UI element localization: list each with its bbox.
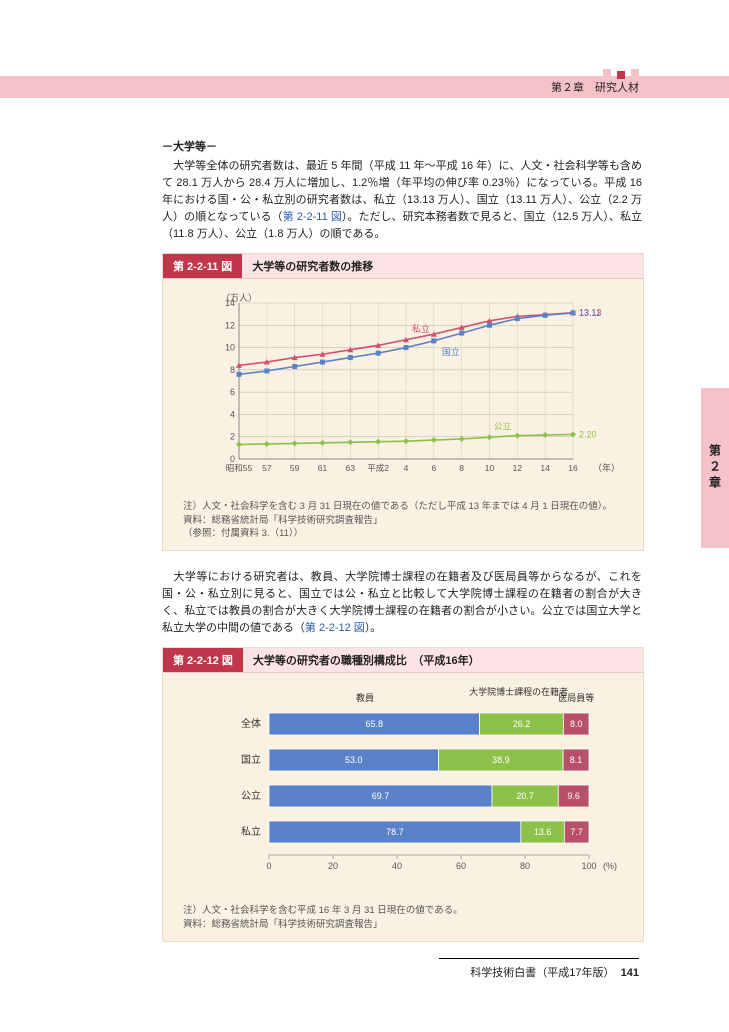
svg-text:100: 100 bbox=[581, 861, 596, 871]
svg-text:2.20: 2.20 bbox=[579, 430, 597, 440]
svg-text:4: 4 bbox=[404, 463, 409, 473]
para2-text-a: 大学等における研究者は、教員、大学院博士課程の在籍者及び医局員等からなるが、これ… bbox=[162, 571, 642, 634]
svg-text:8: 8 bbox=[459, 463, 464, 473]
svg-text:69.7: 69.7 bbox=[372, 791, 390, 801]
svg-text:(%): (%) bbox=[603, 861, 617, 871]
chapter-label: 第２章 研究人材 bbox=[551, 79, 639, 95]
svg-text:7.7: 7.7 bbox=[570, 827, 583, 837]
svg-text:20.7: 20.7 bbox=[516, 791, 534, 801]
svg-text:78.7: 78.7 bbox=[386, 827, 404, 837]
svg-text:全体: 全体 bbox=[241, 717, 261, 730]
svg-text:医局員等: 医局員等 bbox=[558, 692, 594, 703]
svg-text:26.2: 26.2 bbox=[513, 719, 531, 729]
section-heading: －大学等－ bbox=[162, 138, 642, 154]
svg-text:8.1: 8.1 bbox=[570, 755, 583, 765]
svg-text:53.0: 53.0 bbox=[345, 755, 363, 765]
figure-tag: 第 2-2-11 図 bbox=[163, 254, 242, 278]
figure-ref-link-1[interactable]: 第 2-2-11 図 bbox=[283, 211, 342, 223]
svg-text:国立: 国立 bbox=[241, 753, 261, 766]
svg-text:私立: 私立 bbox=[241, 825, 261, 838]
svg-text:（万人）: （万人） bbox=[221, 293, 257, 303]
para2-text-b: ）。 bbox=[365, 622, 382, 634]
svg-text:大学院博士課程の在籍者: 大学院博士課程の在籍者 bbox=[469, 686, 568, 697]
svg-text:教員: 教員 bbox=[356, 692, 374, 703]
figure-title: 大学等の研究者数の推移 bbox=[242, 254, 383, 278]
svg-text:6: 6 bbox=[431, 463, 436, 473]
figure-tag: 第 2-2-12 図 bbox=[163, 648, 243, 672]
svg-text:6: 6 bbox=[230, 387, 235, 397]
svg-text:8: 8 bbox=[230, 365, 235, 375]
svg-text:80: 80 bbox=[520, 861, 530, 871]
page-footer: 科学技術白書（平成17年版） 141 bbox=[470, 964, 639, 980]
stacked-bar-chart: 教員 大学院博士課程の在籍者医局員等全体 65.8 26.2 8.0 国立 53.0 38.9… bbox=[209, 683, 619, 893]
svg-text:63: 63 bbox=[346, 463, 356, 473]
figure-title: 大学等の研究者の職種別構成比 （平成16年） bbox=[243, 648, 490, 672]
figure-header: 第 2-2-12 図 大学等の研究者の職種別構成比 （平成16年） bbox=[163, 648, 643, 673]
svg-text:40: 40 bbox=[392, 861, 402, 871]
svg-text:9.6: 9.6 bbox=[567, 791, 580, 801]
side-tab-label: 第２章 bbox=[707, 444, 724, 492]
figure-2-2-12: 第 2-2-12 図 大学等の研究者の職種別構成比 （平成16年） 教員 大学院博… bbox=[162, 647, 644, 942]
paragraph-1: 大学等全体の研究者数は、最近 5 年間（平成 11 年～平成 16 年）に、人文… bbox=[162, 158, 642, 243]
figure-2-2-11: 第 2-2-11 図 大学等の研究者数の推移 02468101214昭和5557… bbox=[162, 253, 644, 551]
svg-text:昭和55: 昭和55 bbox=[226, 463, 253, 473]
side-tab: 第２章 bbox=[701, 388, 729, 548]
svg-text:59: 59 bbox=[290, 463, 300, 473]
footer-title: 科学技術白書（平成17年版） bbox=[470, 967, 614, 979]
svg-text:2: 2 bbox=[230, 432, 235, 442]
svg-text:私立: 私立 bbox=[412, 323, 430, 334]
svg-text:8.0: 8.0 bbox=[570, 719, 583, 729]
figure-header: 第 2-2-11 図 大学等の研究者数の推移 bbox=[163, 254, 643, 279]
svg-text:0: 0 bbox=[266, 861, 271, 871]
svg-text:（年）: （年） bbox=[593, 462, 619, 473]
svg-text:10: 10 bbox=[485, 463, 495, 473]
svg-text:20: 20 bbox=[328, 861, 338, 871]
figure-ref-link-2[interactable]: 第 2-2-12 図 bbox=[305, 622, 365, 634]
svg-text:38.9: 38.9 bbox=[492, 755, 510, 765]
svg-text:13.11: 13.11 bbox=[579, 308, 601, 318]
paragraph-2: 大学等における研究者は、教員、大学院博士課程の在籍者及び医局員等からなるが、これ… bbox=[162, 569, 642, 637]
page-number: 141 bbox=[621, 967, 639, 979]
svg-text:平成2: 平成2 bbox=[367, 463, 389, 473]
svg-text:14: 14 bbox=[540, 463, 550, 473]
svg-text:公立: 公立 bbox=[241, 789, 261, 802]
svg-text:13.6: 13.6 bbox=[534, 827, 552, 837]
line-chart: 02468101214昭和5557596163平成246810121416（万人… bbox=[209, 289, 619, 489]
svg-text:国立: 国立 bbox=[442, 346, 460, 357]
svg-text:4: 4 bbox=[230, 410, 235, 420]
figure-notes: 注）人文・社会科学を含む 3 月 31 日現在の値である（ただし平成 13 年ま… bbox=[163, 496, 643, 550]
svg-text:16: 16 bbox=[568, 463, 578, 473]
svg-text:60: 60 bbox=[456, 861, 466, 871]
svg-text:10: 10 bbox=[225, 343, 235, 353]
figure-notes: 注）人文・社会科学を含む平成 16 年 3 月 31 日現在の値である。資料：総… bbox=[163, 900, 643, 941]
svg-text:12: 12 bbox=[225, 321, 235, 331]
svg-text:公立: 公立 bbox=[494, 421, 512, 432]
svg-text:57: 57 bbox=[262, 463, 272, 473]
svg-text:65.8: 65.8 bbox=[366, 719, 384, 729]
svg-text:61: 61 bbox=[318, 463, 328, 473]
svg-text:12: 12 bbox=[513, 463, 523, 473]
